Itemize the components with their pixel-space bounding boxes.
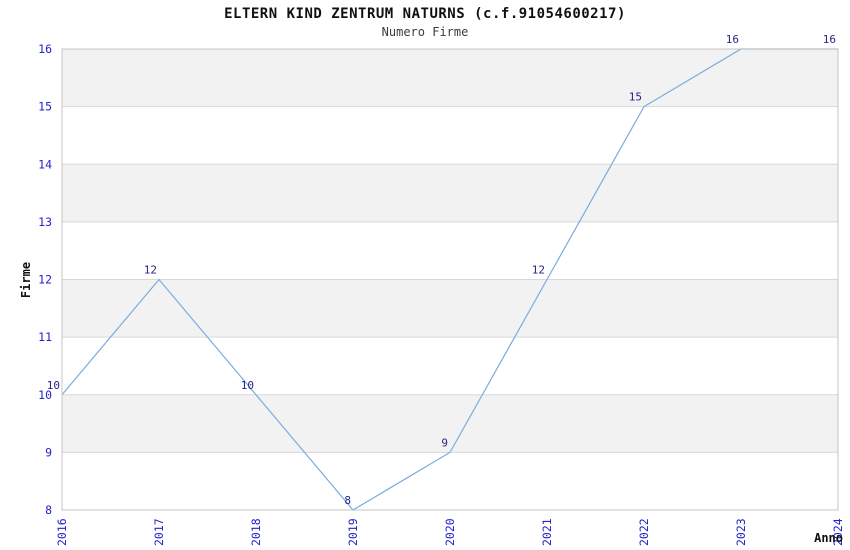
x-tick-label: 2021: [540, 518, 554, 546]
y-tick-label: 8: [45, 503, 52, 517]
chart-subtitle: Numero Firme: [381, 25, 469, 39]
x-tick-label: 2020: [443, 518, 457, 546]
x-tick-label: 2024: [831, 518, 845, 546]
data-point-label: 16: [726, 33, 739, 46]
y-tick-label: 9: [45, 445, 52, 459]
x-tick-label: 2018: [249, 518, 263, 546]
grid-band: [62, 49, 838, 107]
y-axis-title: Firme: [19, 261, 33, 299]
data-point-label: 10: [47, 379, 60, 392]
x-axis-title: Anno: [814, 531, 843, 545]
x-tick-label: 2019: [346, 518, 360, 546]
data-point-label: 10: [241, 379, 254, 392]
data-point-label: 8: [344, 494, 351, 507]
data-point-label: 15: [629, 91, 642, 104]
data-point-label: 12: [144, 264, 157, 277]
y-tick-label: 16: [38, 42, 52, 56]
chart-title: ELTERN KIND ZENTRUM NATURNS (c.f.9105460…: [224, 6, 626, 22]
y-tick-label: 12: [38, 273, 52, 287]
x-tick-label: 2023: [734, 518, 748, 546]
data-point-label: 16: [823, 33, 836, 46]
grid-band: [62, 394, 838, 453]
y-tick-label: 11: [38, 330, 52, 344]
data-point-label: 9: [441, 436, 448, 449]
grid-band: [62, 279, 838, 338]
x-tick-label: 2022: [637, 518, 651, 546]
x-tick-label: 2017: [152, 518, 166, 546]
data-point-label: 12: [532, 264, 545, 277]
y-tick-label: 14: [38, 157, 52, 171]
y-tick-label: 15: [38, 100, 52, 114]
x-tick-label: 2016: [55, 518, 69, 546]
y-tick-label: 13: [38, 215, 52, 229]
y-tick-label: 10: [38, 388, 52, 402]
series-line: [61, 48, 838, 511]
grid-band: [62, 164, 838, 222]
plot-border: [61, 48, 839, 511]
